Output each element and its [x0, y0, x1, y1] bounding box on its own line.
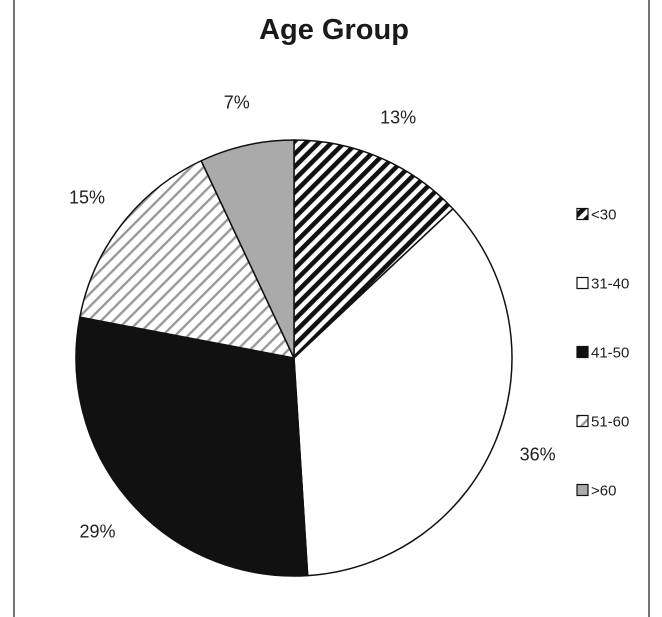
- legend-swatch-over-60: [576, 483, 589, 497]
- legend-label-31-40: 31-40: [591, 276, 629, 293]
- legend-swatch-under-30: [576, 207, 589, 221]
- pie-slice-31-40: [293, 208, 513, 577]
- legend-label-under-30: <30: [591, 207, 616, 224]
- pie-slice-label-31-40: 36%: [520, 444, 556, 464]
- pie-slice-label-41-50: 29%: [79, 521, 115, 541]
- pie-slice-label-over-60: 7%: [224, 92, 250, 112]
- pie-slice-under-30: [293, 139, 454, 359]
- pie-slice-51-60: [79, 160, 295, 359]
- legend-swatch-51-60: [576, 414, 589, 428]
- legend-swatch-41-50: [576, 345, 589, 359]
- legend-swatch-31-40: [576, 276, 589, 290]
- pie-slice-labels: 13% 36% 29% 15% 7%: [69, 92, 556, 541]
- legend-label-51-60: 51-60: [591, 414, 629, 431]
- legend-label-41-50: 41-50: [591, 345, 629, 362]
- pie-slice-41-50: [75, 316, 309, 577]
- legend-label-over-60: >60: [591, 483, 616, 500]
- pie-slices: [75, 139, 513, 577]
- chart-title: Age Group: [259, 14, 409, 46]
- pie-slice-label-51-60: 15%: [69, 187, 105, 207]
- legend: <30 31-40 41-50 51-60 >60: [576, 207, 629, 500]
- pie-slice-over-60: [200, 139, 295, 359]
- pie-slice-label-under-30: 13%: [380, 108, 416, 128]
